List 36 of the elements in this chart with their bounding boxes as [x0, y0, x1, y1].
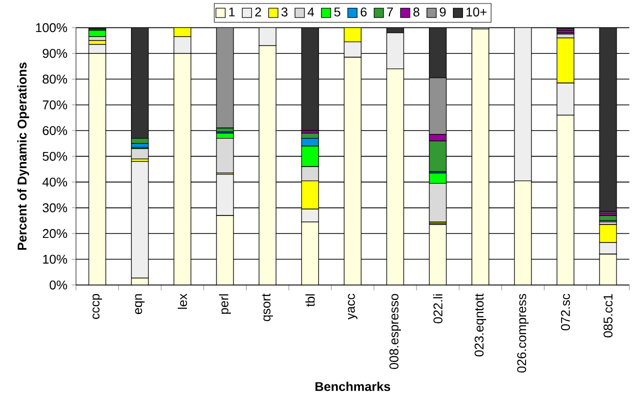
legend-label: 4	[308, 8, 314, 16]
x-tick-label: qsort	[262, 294, 273, 322]
legend-label: 8	[413, 8, 420, 16]
y-tick-label: 30%	[42, 203, 68, 212]
x-tick-label: perl	[219, 294, 231, 314]
x-tick-label: 023.eqntott	[474, 294, 486, 356]
x-tick-label: lex	[178, 294, 188, 309]
y-tick-label: 0%	[50, 280, 68, 290]
y-tick-label: 60%	[42, 126, 68, 136]
y-tick-label: 80%	[42, 74, 68, 84]
x-axis-title: Benchmarks	[316, 382, 390, 392]
legend-label: 7	[387, 8, 393, 16]
legend-label: 1	[229, 8, 235, 16]
y-tick-label: 100%	[36, 23, 68, 32]
legend-label: 2	[255, 8, 262, 16]
legend-label: 3	[281, 8, 288, 16]
legend-label: 5	[334, 8, 340, 16]
y-axis-title: Percent of Dynamic Operations	[17, 62, 30, 250]
legend-label: 6	[360, 8, 367, 16]
x-tick-label: 085.cc1	[604, 294, 613, 338]
x-tick-label: eqn	[135, 294, 145, 314]
x-tick-label: yacc	[348, 294, 358, 320]
y-tick-label: 10%	[43, 254, 68, 264]
x-tick-label: 072.sc	[560, 294, 570, 330]
y-tick-label: 40%	[42, 178, 68, 187]
x-tick-label: 008.espresso	[389, 294, 401, 370]
legend-label: 10+	[466, 8, 486, 16]
x-tick-label: 022.li	[433, 294, 442, 324]
x-tick-label: cccp	[92, 294, 102, 319]
x-tick-label: tbl	[305, 294, 315, 307]
y-tick-label: 90%	[42, 48, 68, 58]
y-tick-label: 50%	[42, 152, 68, 161]
y-tick-label: 70%	[42, 100, 68, 110]
x-tick-label: 026.compress	[517, 294, 529, 373]
legend-label: 9	[440, 8, 446, 16]
y-tick-label: 20%	[42, 229, 68, 238]
